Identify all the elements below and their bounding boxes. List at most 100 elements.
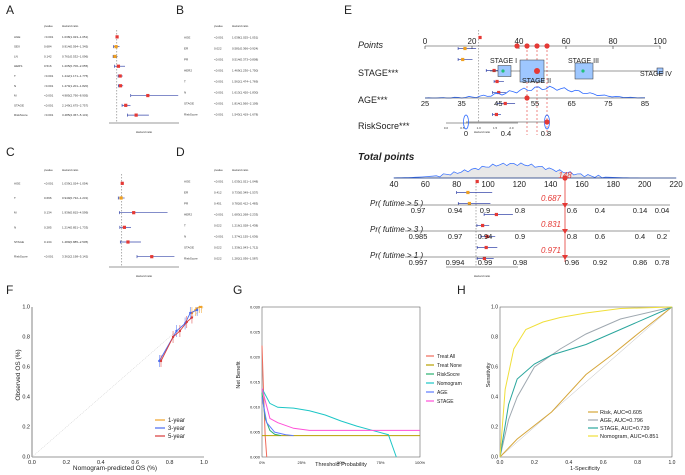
plot-frame xyxy=(499,306,673,458)
nomogram-age-tick: 75 xyxy=(604,99,612,108)
roc-legend-label: AGE, AUC=0.796 xyxy=(600,418,643,424)
nomogram-points-tick-label: 0 xyxy=(423,37,428,46)
y-tick-label: 0.030 xyxy=(250,305,261,310)
nomogram-pr5-value: 0.687 xyxy=(541,194,562,203)
forest-row-hr-text: 1.936(0.815~4.599) xyxy=(62,211,88,215)
forest-row-label: RiskScore xyxy=(184,113,198,117)
nomogram-total-tick: 40 xyxy=(390,180,399,189)
forest-row-hr-text: 2.149(1.675~2.757) xyxy=(62,103,88,107)
forest-row-pvalue: 0.285 xyxy=(44,225,52,229)
forest-point xyxy=(492,68,496,73)
nomogram-points-tick-label: 100 xyxy=(653,37,667,46)
forest-row-label: M xyxy=(14,211,17,215)
nomogram-pr5-tick: 0.04 xyxy=(655,206,670,215)
calibration-legend-label: 5-year xyxy=(168,434,185,440)
series-line xyxy=(160,317,193,362)
forest-point xyxy=(481,223,485,228)
nomogram-points-marker xyxy=(514,43,520,49)
forest-row-hr-text: 0.761(0.532~1.096) xyxy=(62,54,88,58)
forest-point xyxy=(120,181,124,185)
dca-ylabel: Net Benefit xyxy=(236,361,242,389)
nomogram-age-marker xyxy=(524,95,530,101)
forest-row-pvalue: 0.142 xyxy=(44,54,52,58)
forest-header-hr: Hazard ratio xyxy=(62,24,79,28)
forest-row-label: AGE xyxy=(14,181,20,185)
forest-row-hr-text: 1.038(1.025~1.051) xyxy=(232,36,258,40)
nomogram-total-tick: 220 xyxy=(669,180,683,189)
forest-row-pvalue: 0.022 xyxy=(214,47,222,51)
nomogram-stage-marker xyxy=(534,68,540,74)
forest-x-tick: 1.0 xyxy=(477,126,482,130)
nomogram-pr1-tick: 0.92 xyxy=(593,258,608,267)
nomogram-pr1-tick: 0.78 xyxy=(655,258,670,267)
forest-row-hr-text: 1.035(1.021~1.048) xyxy=(232,180,258,184)
panel-letter-e: E xyxy=(344,3,352,17)
forest-row-label: T xyxy=(14,74,16,78)
nomogram-total-label: Total points xyxy=(358,152,415,163)
forest-point xyxy=(150,255,154,259)
forest-row-label: RiskScore xyxy=(14,255,28,259)
panel-letter-g: G xyxy=(233,283,242,297)
dca-legend-label: RiskSocre xyxy=(437,372,460,378)
x-tick-label: 0.8 xyxy=(634,460,641,466)
forest-row-label: STAGE xyxy=(14,103,24,107)
nomogram-pr3-tick: 0.4 xyxy=(635,232,645,241)
forest-plot-b: pvalue Hazard ratio AGE <0.001 1.038(1.025~1… xyxy=(184,24,518,134)
forest-point xyxy=(119,196,123,200)
calibration-plot: Nomogram-predicted OS (%) Observed OS (%… xyxy=(15,305,208,473)
y-tick-label: 0.4 xyxy=(491,395,498,401)
calibration-ylabel: Observed OS (%) xyxy=(15,349,22,400)
forest-row-hr-text: 1.543(1.419~1.678) xyxy=(232,113,258,117)
x-tick-label: 0.4 xyxy=(565,460,572,466)
forest-header-pvalue: pvalue xyxy=(44,24,53,28)
forest-point xyxy=(126,240,130,244)
nomogram-stage-point xyxy=(501,69,505,73)
forest-row-label: LN xyxy=(14,54,18,58)
nomogram-risk-density-left xyxy=(463,114,469,130)
forest-row-pvalue: <0.001 xyxy=(44,74,54,78)
forest-row-hr-text: 0.949(0.732~1.231) xyxy=(62,196,88,200)
forest-row-hr-text: 1.479(1.201~1.820) xyxy=(62,84,88,88)
nomogram-pr1-tick: 0.994 xyxy=(446,258,465,267)
nomogram-pr3-tick: 0.6 xyxy=(595,232,605,241)
forest-row-label: RiskScore xyxy=(184,257,198,261)
forest-row-label: N xyxy=(14,84,16,88)
forest-plot-a: pvalue Hazard ratio AGE <0.001 1.038(1.023~1… xyxy=(14,24,179,134)
nomogram-stage-text: STAGE III xyxy=(568,58,599,65)
forest-row-pvalue: 0.516 xyxy=(44,64,52,68)
forest-row-label: STAGE xyxy=(184,102,194,106)
forest-point xyxy=(485,234,489,239)
dca-legend-label: Nomogram xyxy=(437,381,462,387)
forest-row-label: HER2 xyxy=(184,69,192,73)
forest-row-label: AGE xyxy=(184,180,190,184)
forest-header-pvalue: pvalue xyxy=(214,24,223,28)
forest-point xyxy=(115,35,119,39)
nomogram-age-tick: 45 xyxy=(494,99,502,108)
forest-row-hr-text: 1.562(1.474~1.769) xyxy=(232,80,258,84)
forest-row-hr-text: 1.038(1.023~1.051) xyxy=(62,35,88,39)
nomogram-pr5-marker xyxy=(562,203,568,208)
panel-letter-h: H xyxy=(457,283,466,297)
nomogram-pr3-tick: 0.94 xyxy=(478,232,493,241)
x-tick-label: 0% xyxy=(259,460,265,465)
calibration-legend-label: 3-year xyxy=(168,426,185,432)
forest-row-label: T xyxy=(184,224,186,228)
forest-xlabel: Hazard ratio xyxy=(136,130,153,134)
forest-point xyxy=(116,64,121,68)
forest-row-hr-text: 1.683(1.268~2.233) xyxy=(232,213,258,217)
forest-row-label: SEX xyxy=(14,45,20,49)
forest-header-hr: Hazard ratio xyxy=(232,24,249,28)
nomogram-total-tick: 80 xyxy=(452,180,461,189)
forest-row-label: ER xyxy=(184,47,189,51)
forest-point xyxy=(482,256,486,261)
forest-point xyxy=(463,46,467,51)
forest-row-hr-text: 0.581(0.366~0.924) xyxy=(232,47,258,51)
nomogram-total-tick: 180 xyxy=(607,180,621,189)
nomogram-pr1-tick: 0.997 xyxy=(409,258,428,267)
forest-row-pvalue: <0.001 xyxy=(214,36,224,40)
forest-row-hr-text: 1.814(1.560~2.109) xyxy=(232,102,258,106)
forest-row-label: STAGE xyxy=(184,246,194,250)
forest-row-pvalue: <0.001 xyxy=(44,181,54,185)
y-tick-label: 0.2 xyxy=(22,425,30,431)
forest-row-pvalue: <0.001 xyxy=(214,102,224,106)
